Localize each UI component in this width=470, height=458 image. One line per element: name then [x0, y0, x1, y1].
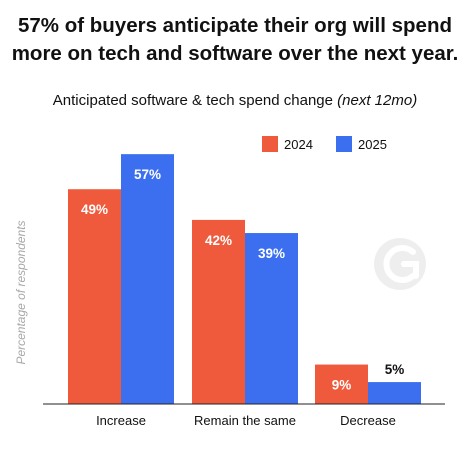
headline-line-2: more on tech and software over the next … [11, 42, 459, 65]
data-label-2025-2: 5% [385, 362, 405, 377]
chart-title: Anticipated software & tech spend change [52, 92, 333, 109]
bar-2025-1 [245, 233, 298, 404]
data-label-2025-1: 39% [258, 246, 285, 261]
headline: 57% of buyers anticipate their org will … [0, 12, 470, 68]
chart-title-row: Anticipated software & tech spend change… [0, 92, 470, 109]
category-label-2: Decrease [340, 413, 396, 428]
data-label-2024-1: 42% [205, 233, 232, 248]
bar-2024-2 [315, 364, 368, 404]
g2-logo-icon [374, 238, 426, 290]
bar-2025-0 [121, 154, 174, 404]
category-label-0: Increase [96, 413, 146, 428]
legend-swatch-2025 [336, 136, 352, 152]
bar-2024-1 [192, 219, 245, 404]
data-label-2025-0: 57% [134, 167, 161, 182]
data-label-2024-2: 9% [332, 378, 352, 393]
bar-2025-2 [368, 382, 421, 404]
category-label-1: Remain the same [194, 413, 296, 428]
legend-label-2024: 2024 [284, 137, 313, 152]
headline-line-1: 57% of buyers anticipate their org will … [17, 14, 452, 37]
legend-label-2025: 2025 [358, 137, 387, 152]
data-label-2024-0: 49% [81, 202, 108, 217]
legend-swatch-2024 [262, 136, 278, 152]
chart-title-suffix: (next 12mo) [337, 92, 418, 109]
y-axis-label: Percentage of respondents [14, 220, 28, 364]
bar-2024-0 [68, 189, 121, 404]
